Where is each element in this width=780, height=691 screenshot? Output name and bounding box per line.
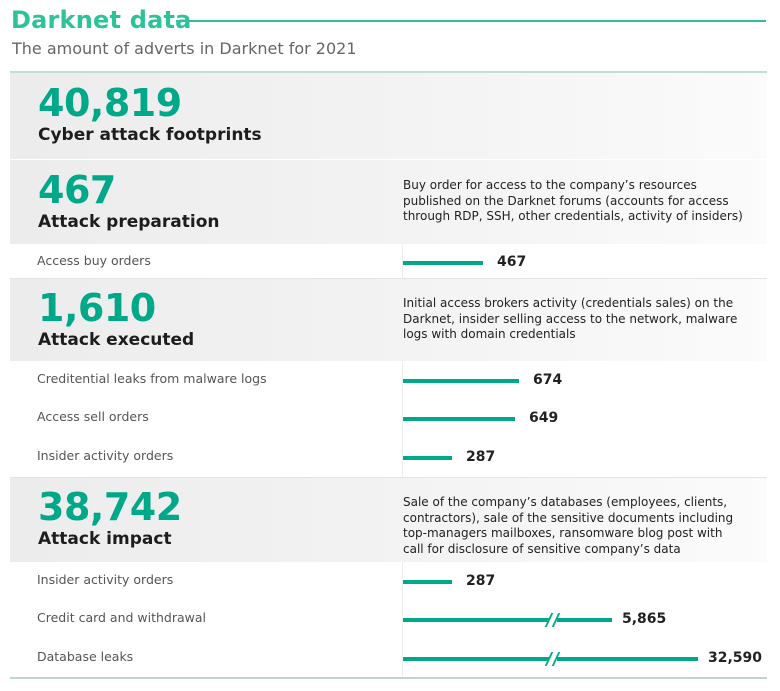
section-title: Attack preparation bbox=[38, 212, 220, 232]
section-total: 38,742 bbox=[38, 485, 182, 529]
row-divider bbox=[402, 638, 403, 677]
row-label: Insider activity orders bbox=[37, 448, 174, 463]
row-label: Insider activity orders bbox=[37, 572, 174, 587]
row-label: Creditential leaks from malware logs bbox=[37, 371, 267, 386]
bar-row: Creditential leaks from malware logs 674 bbox=[10, 361, 767, 400]
section-total: 467 bbox=[38, 168, 116, 212]
section-title: Attack executed bbox=[38, 330, 195, 350]
value-label: 287 bbox=[466, 573, 496, 589]
value-label: 674 bbox=[533, 372, 563, 388]
bar-row: Insider activity orders 287 bbox=[10, 437, 767, 478]
row-divider bbox=[402, 245, 403, 278]
row-divider bbox=[402, 600, 403, 638]
row-divider bbox=[402, 437, 403, 477]
section-total: 40,819 bbox=[38, 81, 182, 125]
row-divider bbox=[402, 361, 403, 399]
row-label: Credit card and withdrawal bbox=[37, 610, 207, 625]
bar bbox=[403, 580, 452, 584]
chart-subtitle: The amount of adverts in Darknet for 202… bbox=[12, 39, 357, 58]
section-description: Buy order for access to the company’s re… bbox=[403, 178, 743, 223]
row-divider bbox=[402, 399, 403, 437]
bar bbox=[403, 456, 452, 460]
bar bbox=[403, 260, 483, 265]
section-description: Sale of the company’s databases (employe… bbox=[403, 495, 734, 556]
value-label: 32,590 bbox=[708, 649, 763, 666]
title-rule bbox=[176, 20, 766, 22]
value-label: 5,865 bbox=[622, 611, 667, 627]
section-title: Attack impact bbox=[38, 529, 172, 549]
section-1: 467 Attack preparation Buy order for acces… bbox=[10, 160, 767, 245]
chart-title: Darknet data bbox=[11, 6, 192, 34]
section-3: 38,742 Attack impact Sale of the company’s… bbox=[10, 477, 767, 563]
row-label: Access sell orders bbox=[37, 409, 149, 424]
section-title: Cyber attack footprints bbox=[38, 125, 262, 145]
row-label: Access buy orders bbox=[37, 252, 151, 268]
row-divider bbox=[402, 562, 403, 600]
axis-break-gap bbox=[549, 617, 557, 623]
bar-row: Database leaks 32,590 bbox=[10, 638, 767, 678]
bar-row: Access sell orders 649 bbox=[10, 399, 767, 438]
bar bbox=[403, 379, 519, 383]
bar-row: Access buy orders 467 bbox=[10, 245, 767, 279]
bar-row: Credit card and withdrawal 5,865 bbox=[10, 600, 767, 639]
bar bbox=[403, 417, 515, 421]
bar-row: Insider activity orders 287 bbox=[10, 562, 767, 601]
bottom-divider bbox=[10, 677, 767, 679]
section-2: 1,610 Attack executed Initial access broke… bbox=[10, 278, 767, 362]
value-label: 287 bbox=[466, 449, 496, 465]
top-divider bbox=[10, 71, 767, 73]
section-total: 1,610 bbox=[38, 286, 156, 330]
section-description: Initial access brokers activity (credent… bbox=[403, 296, 738, 341]
value-label: 467 bbox=[497, 253, 527, 270]
axis-break-gap bbox=[549, 655, 557, 662]
section-0: 40,819 Cyber attack footprints bbox=[10, 73, 767, 160]
value-label: 649 bbox=[529, 410, 559, 426]
row-label: Database leaks bbox=[37, 648, 134, 664]
bar bbox=[403, 618, 612, 622]
